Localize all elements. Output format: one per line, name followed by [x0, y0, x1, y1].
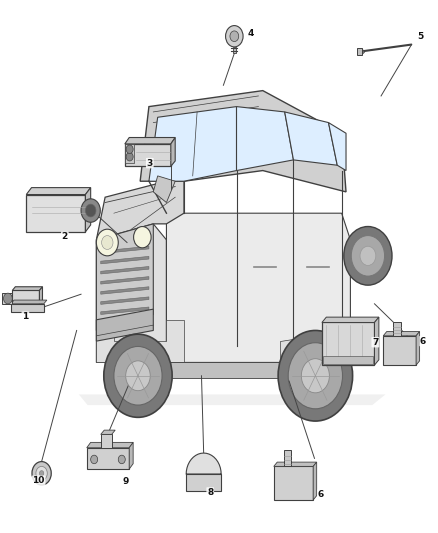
Text: 4: 4 — [247, 29, 254, 38]
Polygon shape — [313, 462, 317, 500]
Circle shape — [85, 204, 96, 217]
Circle shape — [351, 236, 385, 276]
Polygon shape — [186, 453, 221, 474]
Circle shape — [104, 334, 172, 417]
Polygon shape — [186, 474, 221, 491]
Text: 5: 5 — [417, 32, 424, 41]
Polygon shape — [2, 293, 12, 304]
Text: 6: 6 — [318, 490, 324, 499]
Polygon shape — [101, 307, 149, 314]
Text: 1: 1 — [22, 312, 28, 321]
Polygon shape — [166, 213, 350, 362]
Text: 9: 9 — [123, 478, 129, 486]
Circle shape — [226, 26, 243, 47]
Polygon shape — [26, 195, 85, 232]
Polygon shape — [85, 188, 91, 232]
Polygon shape — [129, 442, 133, 469]
Circle shape — [301, 359, 329, 393]
Polygon shape — [323, 356, 373, 364]
Circle shape — [134, 227, 151, 248]
Polygon shape — [101, 287, 149, 294]
Polygon shape — [101, 246, 149, 254]
Circle shape — [91, 455, 98, 464]
Circle shape — [126, 361, 150, 391]
Polygon shape — [280, 330, 350, 362]
Polygon shape — [393, 322, 401, 336]
Circle shape — [288, 343, 343, 409]
Polygon shape — [357, 48, 362, 55]
Text: 6: 6 — [420, 337, 426, 345]
Polygon shape — [39, 287, 42, 306]
Circle shape — [4, 293, 12, 304]
Polygon shape — [233, 47, 236, 53]
Text: 3: 3 — [147, 159, 153, 167]
Circle shape — [102, 236, 113, 249]
Circle shape — [278, 330, 353, 421]
Polygon shape — [416, 332, 420, 365]
Polygon shape — [322, 317, 379, 322]
Polygon shape — [101, 256, 149, 264]
Polygon shape — [96, 224, 153, 330]
Polygon shape — [237, 107, 293, 171]
Polygon shape — [12, 287, 42, 290]
Circle shape — [126, 145, 133, 154]
Circle shape — [32, 462, 51, 485]
Circle shape — [118, 455, 125, 464]
Circle shape — [126, 152, 133, 161]
Polygon shape — [171, 138, 175, 166]
Polygon shape — [359, 49, 364, 55]
Polygon shape — [285, 112, 337, 165]
Polygon shape — [140, 91, 346, 192]
Circle shape — [344, 227, 392, 285]
Text: 7: 7 — [372, 338, 378, 346]
Polygon shape — [101, 266, 149, 274]
Polygon shape — [125, 138, 175, 144]
Polygon shape — [383, 336, 416, 365]
Polygon shape — [125, 144, 171, 166]
Polygon shape — [96, 309, 153, 341]
Polygon shape — [101, 430, 115, 434]
Polygon shape — [101, 297, 149, 304]
Polygon shape — [96, 224, 166, 362]
Polygon shape — [87, 448, 129, 469]
Text: 10: 10 — [32, 477, 45, 485]
Polygon shape — [79, 394, 385, 405]
Circle shape — [96, 229, 118, 256]
Polygon shape — [96, 320, 184, 362]
Polygon shape — [101, 277, 149, 284]
Polygon shape — [274, 466, 313, 500]
Polygon shape — [284, 450, 291, 466]
Polygon shape — [26, 188, 91, 195]
Polygon shape — [101, 434, 112, 448]
Polygon shape — [166, 362, 280, 378]
Polygon shape — [322, 322, 374, 365]
Polygon shape — [125, 144, 134, 163]
Polygon shape — [87, 442, 133, 448]
Circle shape — [360, 246, 376, 265]
Polygon shape — [328, 123, 346, 171]
Polygon shape — [374, 317, 379, 365]
Polygon shape — [12, 290, 39, 306]
Polygon shape — [274, 462, 317, 466]
Circle shape — [39, 471, 44, 476]
Polygon shape — [11, 304, 44, 312]
Circle shape — [114, 346, 162, 405]
Text: 8: 8 — [207, 488, 213, 497]
Circle shape — [230, 31, 239, 42]
Circle shape — [36, 466, 47, 480]
Polygon shape — [149, 107, 237, 181]
Polygon shape — [96, 181, 184, 240]
Polygon shape — [11, 300, 47, 304]
Polygon shape — [153, 176, 175, 203]
Text: 2: 2 — [62, 232, 68, 241]
Polygon shape — [383, 332, 420, 336]
Circle shape — [81, 199, 100, 222]
